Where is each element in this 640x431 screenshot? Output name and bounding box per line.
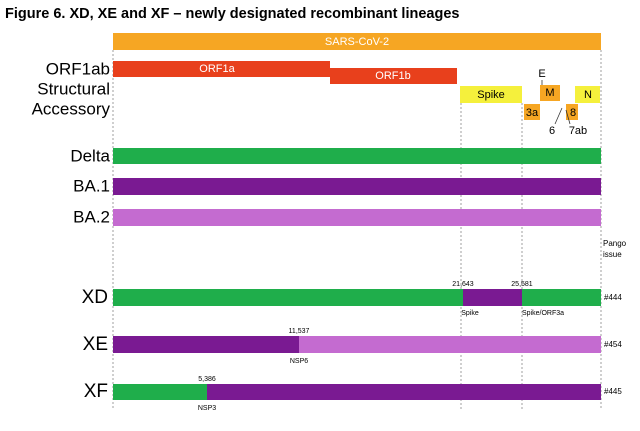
pango-header-text: Pango issue xyxy=(603,239,627,259)
breakpoint: 11,537 xyxy=(289,328,310,335)
gene-label: 6 xyxy=(549,125,555,137)
recombinant-name: XE xyxy=(83,334,108,355)
segment xyxy=(113,384,207,400)
gene-label: Spike xyxy=(477,89,505,101)
row-label: ORF1ab xyxy=(46,59,110,78)
title: Figure 6. XD, XE and XF – newly designat… xyxy=(5,6,459,22)
pango-issue: #444 xyxy=(604,293,622,302)
segment xyxy=(299,336,601,353)
gene-bar xyxy=(460,86,522,103)
gene-label: 3a xyxy=(526,107,539,119)
recombinant-name: XD xyxy=(82,287,108,308)
gene-label: ORF1a xyxy=(199,63,235,75)
gene-bar xyxy=(575,86,600,103)
segment xyxy=(113,289,463,306)
gene-label: ORF1b xyxy=(375,70,410,82)
pango-header: Pango issue xyxy=(603,239,627,259)
gene-bar xyxy=(113,61,330,77)
lineage-label: BA.2 xyxy=(73,207,110,226)
segment xyxy=(463,289,522,306)
row-label: Structural xyxy=(37,79,110,98)
lineage-bar xyxy=(113,209,601,226)
genome-bar xyxy=(113,33,601,50)
gene-bar xyxy=(524,104,540,120)
pango-issue: #454 xyxy=(604,340,622,349)
lineage-bar xyxy=(113,178,601,195)
recombinant-name: XF xyxy=(84,381,108,402)
gene-label: 8 xyxy=(570,107,576,119)
gene-pointer xyxy=(565,109,571,125)
gene-pointer xyxy=(554,107,563,125)
breakpoint-gene: NSP6 xyxy=(290,358,308,365)
gene-label: N xyxy=(584,89,592,101)
genome-label: SARS-CoV-2 xyxy=(325,36,389,48)
breakpoint-gene: Spike/ORF3a xyxy=(522,310,564,317)
breakpoint-gene: NSP3 xyxy=(198,405,216,412)
segment xyxy=(113,336,299,353)
gene-label: E xyxy=(538,68,545,80)
lineage-label: BA.1 xyxy=(73,176,110,195)
gene-bar xyxy=(330,68,457,84)
row-label: Accessory xyxy=(32,99,111,118)
breakpoint: 21,643 xyxy=(452,281,474,288)
segment xyxy=(207,384,601,400)
gene-bar xyxy=(566,104,578,120)
lineage-bar xyxy=(113,148,601,164)
segment xyxy=(522,289,601,306)
breakpoint: 25,581 xyxy=(511,281,533,288)
breakpoint-gene: Spike xyxy=(461,310,479,317)
gene-label: 7ab xyxy=(569,125,587,137)
lineage-label: Delta xyxy=(70,146,110,165)
pango-issue: #445 xyxy=(604,387,622,396)
breakpoint: 5,386 xyxy=(198,376,216,383)
gene-label: M xyxy=(545,87,554,99)
gene-bar xyxy=(540,85,560,101)
